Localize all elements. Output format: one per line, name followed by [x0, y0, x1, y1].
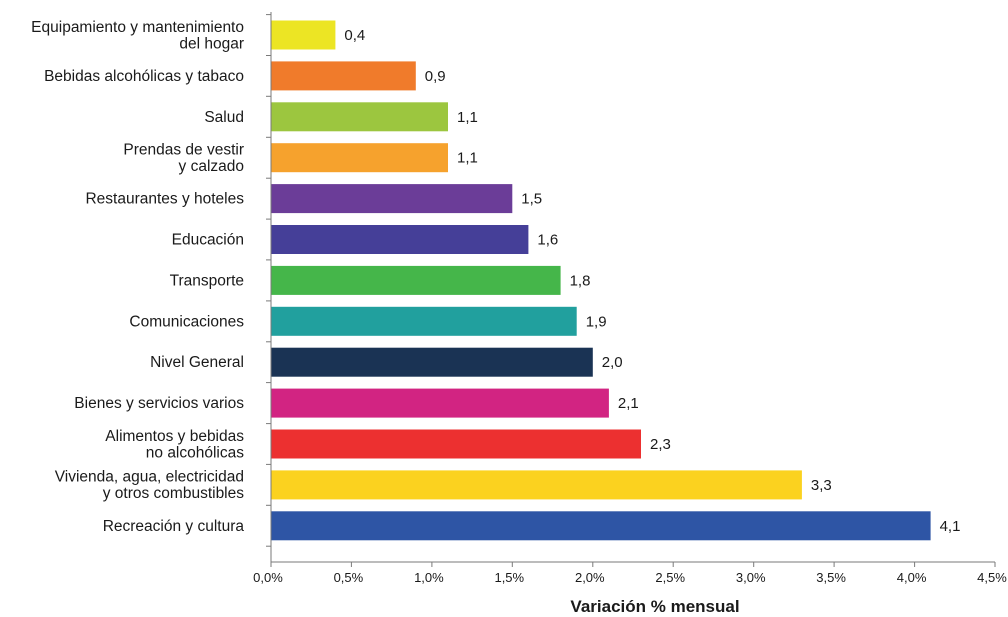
x-axis-title: Variación % mensual: [570, 597, 739, 616]
value-labels: 0,4 0,9 1,1 1,1 1,5 1,6 1,8 1,9 2,0 2,1 2,3 3,3 4,1: [344, 27, 960, 535]
bar: [271, 347, 593, 377]
value-label: 2,3: [650, 436, 671, 453]
category-label: Bienes y servicios varios: [74, 395, 244, 412]
x-tick-label: 3,5%: [816, 570, 846, 585]
value-label: 2,0: [602, 354, 623, 371]
value-label: 2,1: [618, 395, 639, 412]
category-label: Educación: [172, 232, 244, 249]
category-label: Equipamiento y mantenimiento del hogar: [31, 19, 244, 53]
bar: [271, 225, 529, 254]
bar: [271, 265, 561, 295]
value-label: 1,5: [521, 191, 542, 208]
bar: [271, 184, 513, 214]
x-tick-label: 2,5%: [655, 570, 685, 585]
bar: [271, 388, 609, 418]
x-tick-label: 4,0%: [897, 570, 927, 585]
x-tick-label: 1,0%: [414, 570, 444, 585]
category-label: Alimentos y bebidas no alcohólicas: [105, 428, 244, 462]
bar: [271, 20, 336, 50]
bar: [271, 102, 448, 132]
x-tick-label: 0,5%: [334, 570, 364, 585]
bars-layer: [271, 20, 931, 541]
bar: [271, 511, 931, 541]
bar: [271, 429, 641, 459]
bar: [271, 143, 448, 173]
bar: [271, 306, 577, 336]
category-labels: Equipamiento y mantenimiento del hogar Beb…: [31, 19, 244, 535]
x-tick-label: 4,5%: [977, 570, 1007, 585]
value-label: 3,3: [811, 477, 832, 494]
category-label: Bebidas alcohólicas y tabaco: [44, 68, 244, 85]
value-label: 0,9: [425, 68, 446, 85]
value-label: 1,8: [570, 272, 591, 289]
value-label: 0,4: [344, 27, 365, 44]
category-label: Comunicaciones: [129, 313, 244, 330]
category-label: Nivel General: [150, 354, 244, 371]
value-label: 4,1: [940, 518, 961, 535]
bar: [271, 61, 416, 91]
x-tick-label: 0,0%: [253, 570, 283, 585]
x-tick-label: 3,0%: [736, 570, 766, 585]
value-label: 1,1: [457, 109, 478, 126]
category-label: Vivienda, agua, electricidad y otros comb…: [55, 469, 245, 503]
category-label: Transporte: [170, 272, 244, 289]
x-tick-label: 2,0%: [575, 570, 605, 585]
category-label: Prendas de vestir y calzado: [123, 141, 244, 175]
category-label: Restaurantes y hoteles: [85, 191, 244, 208]
value-label: 1,6: [537, 232, 558, 249]
value-label: 1,9: [586, 313, 607, 330]
category-label: Salud: [204, 109, 244, 126]
bar: [271, 470, 802, 500]
x-tick-label: 1,5%: [494, 570, 524, 585]
axes: 0,0% 0,5% 1,0% 1,5% 2,0% 2,5% 3,0% 3,5% 4,0% 4,5%: [253, 12, 1007, 585]
category-label: Recreación y cultura: [103, 518, 245, 535]
value-label: 1,1: [457, 150, 478, 167]
